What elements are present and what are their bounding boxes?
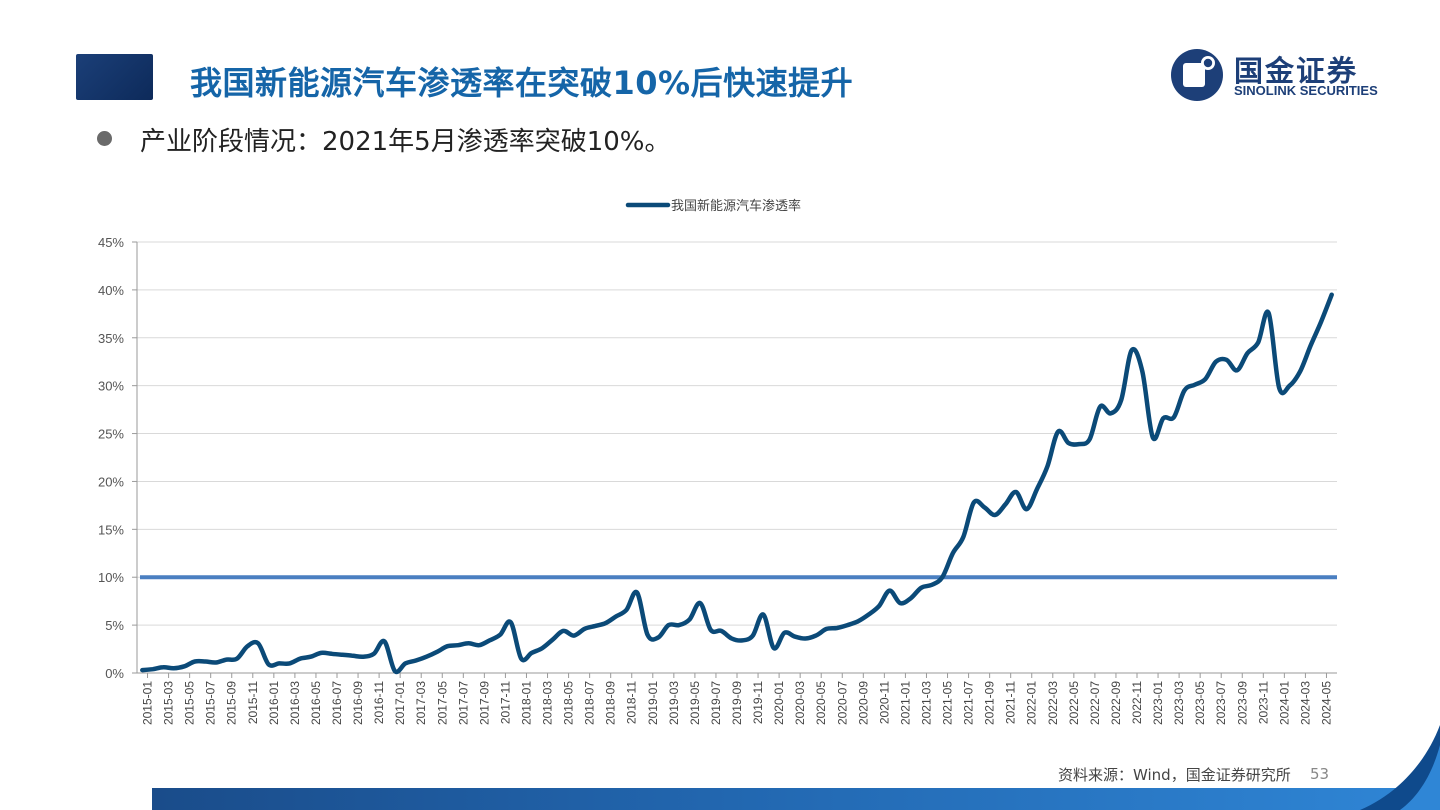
y-tick-label: 35% [98,331,124,346]
y-tick-label: 45% [98,235,124,250]
logo-name-en: SINOLINK SECURITIES [1234,83,1378,98]
x-tick-label: 2018-01 [519,681,533,725]
legend-label: 我国新能源汽车渗透率 [671,198,801,214]
x-tick-label: 2023-03 [1172,681,1186,725]
y-tick-label: 30% [98,379,124,394]
y-tick-label: 10% [98,570,124,585]
x-tick-label: 2021-01 [898,681,912,725]
x-tick-label: 2019-05 [688,681,702,725]
series-line-penetration-rate [140,292,1334,675]
x-tick-label: 2023-11 [1256,681,1270,724]
x-tick-label: 2021-09 [983,681,997,725]
x-tick-label: 2021-05 [941,681,955,725]
x-tick-label: 2017-11 [498,681,512,724]
x-tick-label: 2017-01 [393,681,407,725]
x-axis-tick-labels: 2015-01 2015-03 2015-05 2015-07 2015-09 2015-… [141,681,1334,725]
chart-legend: 我国新能源汽车渗透率 [625,198,801,214]
x-tick-label: 2022-03 [1046,681,1060,725]
x-tick-label: 2015-07 [204,681,218,725]
x-tick-label: 2021-11 [1004,681,1018,724]
x-tick-label: 2021-03 [919,681,933,725]
x-tick-label: 2016-05 [309,681,323,725]
line-chart: 0%5%10%15%20%25%30%35%40%45% 2015-01 2015… [98,198,1337,725]
source-note: 资料来源：Wind，国金证券研究所 [1058,766,1291,784]
chart-axes [132,241,1337,678]
x-tick-label: 2015-01 [141,681,155,725]
x-tick-label: 2016-11 [372,681,386,724]
y-axis-tick-labels: 0% 5% 10% 15% 20% 25% 30% 35% 40% 45% [98,235,124,681]
x-tick-label: 2017-07 [456,681,470,725]
x-tick-label: 2018-11 [625,681,639,724]
x-tick-label: 2023-09 [1235,681,1249,725]
x-tick-label: 2016-03 [288,681,302,725]
sinolink-logo-icon [1171,49,1223,101]
x-tick-label: 2019-11 [751,681,765,724]
x-tick-label: 2019-09 [730,681,744,725]
bullet-text: 产业阶段情况：2021年5月渗透率突破10%。 [140,127,671,157]
x-tick-label: 2018-09 [604,681,618,725]
x-tick-label: 2020-09 [856,681,870,725]
x-tick-label: 2022-05 [1067,681,1081,725]
x-tick-label: 2023-01 [1151,681,1165,725]
bullet-dot [97,131,112,146]
x-tick-label: 2022-11 [1130,681,1144,724]
x-tick-label: 2018-07 [583,681,597,725]
x-tick-label: 2024-05 [1319,681,1333,725]
x-tick-label: 2020-05 [814,681,828,725]
x-tick-label: 2017-03 [414,681,428,725]
x-tick-label: 2020-07 [835,681,849,725]
x-tick-label: 2024-01 [1277,681,1291,725]
y-tick-label: 40% [98,283,124,298]
y-tick-label: 5% [105,618,124,633]
x-tick-label: 2015-05 [183,681,197,725]
x-tick-label: 2021-07 [962,681,976,725]
x-tick-label: 2020-03 [793,681,807,725]
x-tick-label: 2023-07 [1214,681,1228,725]
x-tick-label: 2017-09 [477,681,491,725]
y-tick-label: 20% [98,474,124,489]
x-tick-label: 2015-03 [162,681,176,725]
corner-decoration [1360,725,1440,810]
y-tick-label: 15% [98,522,124,537]
x-tick-label: 2022-07 [1088,681,1102,725]
x-tick-label: 2020-11 [877,681,891,724]
x-tick-label: 2020-01 [772,681,786,725]
x-tick-label: 2016-09 [351,681,365,725]
y-tick-label: 25% [98,427,124,442]
x-tick-label: 2019-01 [646,681,660,725]
x-tick-label: 2024-03 [1298,681,1312,725]
x-tick-label: 2023-05 [1193,681,1207,725]
y-tick-label: 0% [105,666,124,681]
title-accent-block [76,54,153,100]
x-tick-label: 2018-03 [541,681,555,725]
x-tick-label: 2015-11 [246,681,260,724]
x-tick-label: 2022-09 [1109,681,1123,725]
footer-bar [152,788,1440,810]
page-number: 53 [1310,765,1330,783]
x-tick-label: 2019-07 [709,681,723,725]
x-tick-label: 2017-05 [435,681,449,725]
page-title: 我国新能源汽车渗透率在突破10%后快速提升 [190,64,854,102]
logo-name-cn: 国金证券 [1234,54,1359,88]
x-tick-label: 2015-09 [225,681,239,725]
series-lines [140,292,1334,675]
x-tick-label: 2016-07 [330,681,344,725]
x-tick-label: 2018-05 [562,681,576,725]
company-logo: 国金证券 SINOLINK SECURITIES [1168,46,1408,106]
x-tick-label: 2022-01 [1025,681,1039,725]
x-tick-label: 2019-03 [667,681,681,725]
x-tick-label: 2016-01 [267,681,281,725]
